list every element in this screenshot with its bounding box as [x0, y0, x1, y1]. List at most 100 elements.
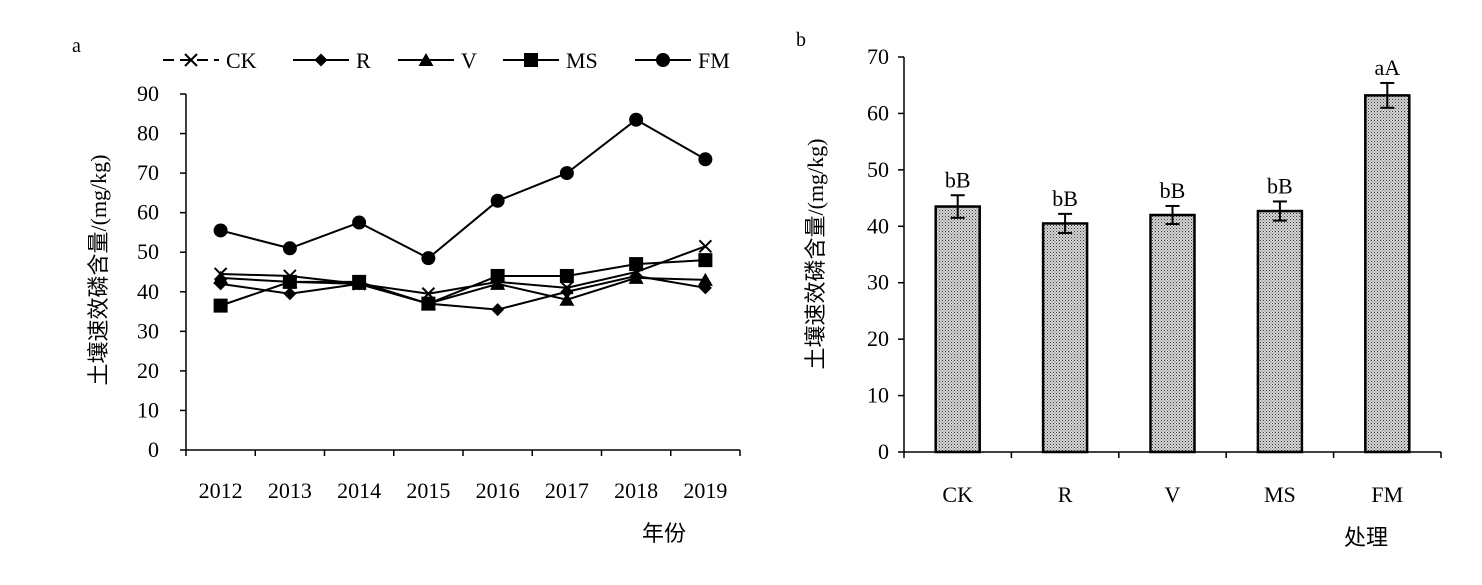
legend-marker-fm [656, 53, 670, 67]
x-tick-label-a: 2017 [545, 478, 589, 503]
point-ms [282, 274, 297, 289]
legend-marker-r-shape [314, 53, 328, 67]
y-tick-label-a: 90 [137, 81, 159, 106]
significance-label-ms: bB [1267, 173, 1293, 198]
point-ms-shape [698, 253, 713, 268]
bar-ck [934, 205, 981, 454]
point-v [697, 272, 713, 286]
y-tick-label-a: 0 [148, 437, 159, 462]
y-tick-label-b: 0 [878, 439, 889, 464]
y-tick-label-b: 50 [867, 157, 889, 182]
point-fm-shape [352, 215, 367, 230]
point-fm-shape [213, 223, 228, 238]
y-tick-label-b: 60 [867, 100, 889, 125]
point-fm-shape [421, 251, 436, 266]
panel-b: b 0 10 20 30 40 50 60 70 bB CK bB RbB VbB MS aA FM 土壤速… [796, 29, 1442, 550]
y-tick-label-a: 80 [137, 121, 159, 146]
y-tick-label-a: 60 [137, 200, 159, 225]
point-ms-shape [629, 257, 644, 272]
legend-label-v: V [461, 48, 477, 73]
point-fm [213, 223, 228, 238]
x-axis-label-a: 年份 [642, 521, 686, 546]
x-tick-label-a: 2019 [683, 478, 727, 503]
point-ms [421, 296, 436, 311]
point-ck-stroke [698, 239, 713, 253]
point-ms-shape [282, 274, 297, 289]
y-tick-label-a: 30 [137, 318, 159, 343]
bars-b: bB CK bB RbB VbB MS aA FM [934, 55, 1411, 507]
legend-marker-v [418, 53, 434, 66]
point-r-shape [283, 287, 297, 301]
legend-a: CK R V MS FM [163, 48, 730, 73]
point-fm-shape [629, 112, 644, 127]
significance-label-ck: bB [945, 167, 971, 192]
point-fm-shape [490, 193, 505, 208]
point-v-shape [697, 272, 713, 286]
y-ticks-b: 0 10 20 30 40 50 60 70 [867, 44, 1442, 464]
point-ck [698, 239, 713, 253]
panel-b-letter: b [796, 29, 806, 51]
point-fm-shape [282, 241, 297, 256]
x-tick-label-b: CK [942, 482, 973, 507]
significance-label-v: bB [1160, 178, 1186, 203]
bar-ms [1256, 209, 1304, 454]
point-ms-shape [213, 298, 228, 313]
legend-marker-v-shape [418, 53, 434, 66]
panel-a-letter: a [72, 35, 81, 57]
y-tick-label-a: 50 [137, 239, 159, 264]
axes-a [185, 94, 740, 451]
legend-marker-ck [184, 53, 198, 67]
point-r-shape [560, 285, 574, 299]
x-tick-label-b: FM [1371, 482, 1403, 507]
x-tick-label-a: 2014 [337, 478, 381, 503]
point-fm [421, 251, 436, 266]
point-v [490, 276, 506, 290]
bar-v [1149, 213, 1196, 454]
y-axis-label-a: 土壤速效磷含量/(mg/kg) [86, 155, 111, 386]
x-axis-label-b: 处理 [1344, 525, 1388, 550]
point-v [628, 270, 644, 284]
y-axis-label-b: 土壤速效磷含量/(mg/kg) [803, 139, 828, 370]
bar-r [1041, 222, 1089, 454]
point-ms-shape [421, 296, 436, 311]
y-tick-label-b: 40 [867, 213, 889, 238]
x-tick-label-b: MS [1264, 482, 1296, 507]
point-ms [490, 268, 505, 283]
y-tick-label-a: 20 [137, 358, 159, 383]
y-tick-label-b: 70 [867, 44, 889, 69]
line-r [220, 274, 706, 311]
x-tick-label-b: V [1165, 482, 1181, 507]
point-r [491, 303, 505, 317]
x-tick-label-b: R [1058, 482, 1073, 507]
point-r [283, 287, 297, 301]
point-v [213, 270, 229, 284]
y-tick-label-a: 40 [137, 279, 159, 304]
x-tick-label-a: 2018 [614, 478, 658, 503]
point-v-shape [628, 270, 644, 284]
legend-label-ms: MS [566, 48, 598, 73]
x-ticks-a: 2012 2013 2014 2015 2016 2017 2018 2019 [185, 450, 741, 503]
point-ms-shape [490, 268, 505, 283]
point-ms [698, 253, 713, 268]
x-tick-label-a: 2012 [199, 478, 243, 503]
point-v-shape [490, 276, 506, 290]
point-ms-shape [352, 274, 367, 289]
point-fm [352, 215, 367, 230]
line-ck [220, 245, 706, 295]
point-v-shape [559, 292, 575, 306]
y-tick-label-b: 10 [867, 383, 889, 408]
point-fm [698, 152, 713, 167]
x-tick-label-a: 2016 [476, 478, 520, 503]
y-tick-label-b: 30 [867, 270, 889, 295]
legend-marker-ms-shape [524, 53, 538, 67]
legend-marker-ms [524, 53, 538, 67]
y-ticks-a: 0 10 20 30 40 50 60 70 80 90 [137, 81, 186, 462]
significance-label-r: bB [1052, 186, 1078, 211]
legend-label-r: R [356, 48, 371, 73]
point-ms [352, 274, 367, 289]
point-fm-shape [698, 152, 713, 167]
legend-marker-r [314, 53, 328, 67]
y-tick-label-a: 10 [137, 397, 159, 422]
point-ms [559, 268, 574, 283]
